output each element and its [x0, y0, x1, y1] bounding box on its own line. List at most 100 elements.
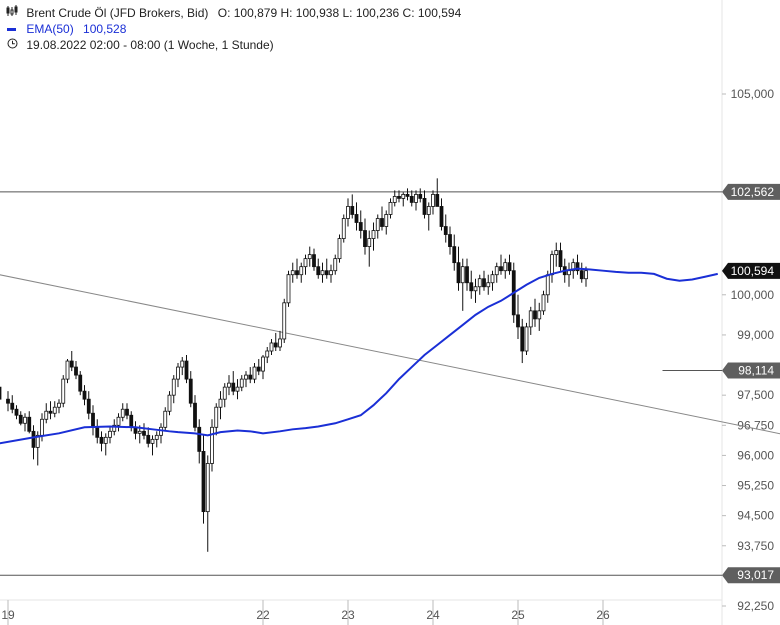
candle-body	[52, 406, 57, 414]
candle-body	[6, 398, 10, 404]
candle-body	[273, 342, 278, 348]
candle-body	[269, 342, 274, 352]
candle-body	[575, 262, 580, 272]
candle-body	[443, 226, 448, 235]
candle-body	[265, 350, 270, 358]
candle-body	[431, 193, 435, 207]
last-price-badge-bg	[722, 262, 780, 279]
candle-body	[65, 360, 70, 380]
y-tick-label: 96,750	[737, 418, 774, 432]
level-badge-label: 102,562	[731, 185, 775, 199]
y-tick-label: 96,000	[737, 448, 774, 462]
x-tick-label: 26	[596, 608, 610, 622]
y-tick-label: 105,000	[731, 87, 775, 101]
candle-body	[27, 416, 32, 432]
x-tick-label: 23	[341, 608, 355, 622]
y-tick-label: 100,000	[731, 288, 775, 302]
candle-body	[74, 366, 78, 376]
candle-body	[439, 206, 444, 227]
level-badge-bg	[722, 362, 780, 379]
candle-body	[163, 410, 168, 428]
candle-body	[579, 270, 584, 280]
candle-body	[367, 238, 372, 247]
candle-body	[91, 412, 95, 428]
candle-body	[167, 394, 172, 412]
candle-body	[426, 206, 431, 215]
candle-body	[78, 374, 83, 392]
x-tick-label: 24	[426, 608, 440, 622]
candle-body	[86, 398, 91, 414]
candle-body	[35, 434, 40, 448]
candle-body	[567, 270, 571, 276]
level-badge-bg	[722, 183, 780, 200]
y-tick-label: 107,500	[731, 0, 775, 1]
y-tick-label: 92,250	[737, 599, 774, 613]
candle-body	[524, 326, 529, 352]
level-badge-bg	[722, 567, 780, 584]
candle-body	[69, 360, 74, 368]
candle-body	[61, 378, 66, 404]
candle-body	[324, 270, 329, 276]
candle-body	[23, 416, 27, 424]
candle-body	[210, 426, 214, 464]
candle-body	[193, 402, 197, 428]
candle-body	[14, 408, 19, 416]
candle-body	[57, 402, 61, 408]
candle-body	[295, 270, 299, 276]
candle-body	[18, 414, 23, 424]
candle-body	[244, 374, 248, 380]
ohlc-values: O: 100,879 H: 100,938 L: 100,236 C: 100,…	[217, 6, 462, 20]
candle-body	[286, 274, 291, 304]
y-tick-label: 94,500	[737, 509, 774, 523]
candle-body	[486, 282, 491, 288]
candle-body	[120, 408, 125, 418]
y-tick-label: 95,250	[737, 479, 774, 493]
candle-body	[516, 314, 520, 328]
candle-body	[533, 310, 537, 320]
candle-body	[180, 360, 185, 368]
x-tick-label: 25	[511, 608, 525, 622]
candle-body	[112, 424, 117, 432]
candle-body	[282, 302, 287, 340]
candle-body	[184, 360, 189, 380]
candle-body	[40, 418, 44, 436]
candle-body	[329, 270, 333, 276]
candle-body	[550, 254, 554, 276]
y-tick-label: 99,000	[737, 328, 774, 342]
clock-icon	[6, 37, 18, 53]
candle-body	[222, 386, 227, 400]
candle-body	[205, 463, 210, 513]
header-ema-row: EMA(50) 100,528	[6, 21, 126, 37]
candle-body	[490, 274, 495, 284]
candle-body	[388, 202, 393, 215]
level-badge-label: 93,017	[737, 568, 774, 582]
candle-body	[231, 382, 236, 392]
candle-body	[448, 234, 452, 247]
candle-body	[350, 206, 355, 215]
candle-body	[528, 310, 533, 328]
period-text: 19.08.2022 02:00 - 08:00 (1 Woche, 1 Stu…	[26, 38, 274, 52]
candle-body	[278, 338, 282, 348]
candle-body	[44, 410, 49, 420]
candle-body	[499, 266, 503, 272]
candle-body	[108, 430, 112, 438]
y-tick-label: 97,500	[737, 388, 774, 402]
candle-body	[252, 366, 257, 380]
candle-body	[473, 286, 478, 292]
candle-body	[337, 238, 342, 260]
candle-body	[477, 278, 482, 288]
candlestick-icon	[6, 5, 18, 21]
candle-body	[537, 310, 542, 320]
level-badge-label: 98,114	[738, 364, 774, 378]
candle-body	[460, 266, 465, 284]
candle-body	[584, 270, 588, 280]
candle-body	[176, 366, 180, 380]
candle-body	[227, 382, 231, 388]
y-tick-label: 93,750	[737, 539, 774, 553]
candle-body	[503, 262, 508, 272]
ema-legend-swatch	[7, 28, 16, 32]
candle-body	[316, 266, 321, 276]
candle-body	[358, 222, 363, 231]
candle-body	[384, 214, 389, 227]
